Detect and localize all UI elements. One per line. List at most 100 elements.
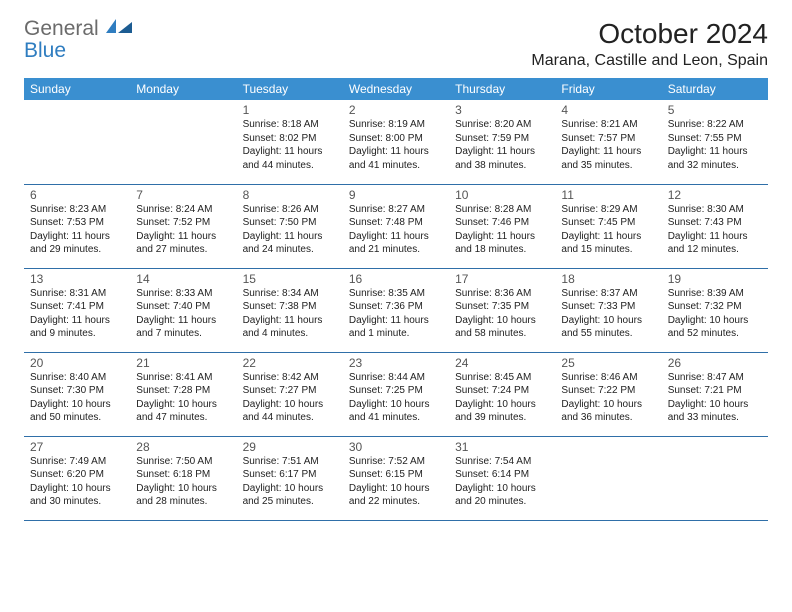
calendar-row: 20Sunrise: 8:40 AMSunset: 7:30 PMDayligh… — [24, 352, 768, 436]
day-number: 8 — [243, 188, 337, 202]
weekday-header: Tuesday — [237, 78, 343, 100]
day-details: Sunrise: 8:26 AMSunset: 7:50 PMDaylight:… — [243, 203, 337, 257]
day-details: Sunrise: 8:20 AMSunset: 7:59 PMDaylight:… — [455, 118, 549, 172]
brand-line1: General — [24, 17, 99, 40]
day-number: 29 — [243, 440, 337, 454]
day-details: Sunrise: 8:39 AMSunset: 7:32 PMDaylight:… — [668, 287, 762, 341]
day-details: Sunrise: 8:24 AMSunset: 7:52 PMDaylight:… — [136, 203, 230, 257]
day-number: 7 — [136, 188, 230, 202]
day-number: 2 — [349, 103, 443, 117]
weekday-header-row: Sunday Monday Tuesday Wednesday Thursday… — [24, 78, 768, 100]
calendar-row: 1Sunrise: 8:18 AMSunset: 8:02 PMDaylight… — [24, 100, 768, 184]
calendar-cell: 9Sunrise: 8:27 AMSunset: 7:48 PMDaylight… — [343, 184, 449, 268]
day-number: 17 — [455, 272, 549, 286]
calendar-cell: 24Sunrise: 8:45 AMSunset: 7:24 PMDayligh… — [449, 352, 555, 436]
day-number: 1 — [243, 103, 337, 117]
day-number: 4 — [561, 103, 655, 117]
day-number: 31 — [455, 440, 549, 454]
day-number: 18 — [561, 272, 655, 286]
calendar-cell: 14Sunrise: 8:33 AMSunset: 7:40 PMDayligh… — [130, 268, 236, 352]
day-number: 13 — [30, 272, 124, 286]
calendar-cell: 28Sunrise: 7:50 AMSunset: 6:18 PMDayligh… — [130, 436, 236, 520]
day-number: 16 — [349, 272, 443, 286]
calendar-cell: 15Sunrise: 8:34 AMSunset: 7:38 PMDayligh… — [237, 268, 343, 352]
weekday-header: Saturday — [662, 78, 768, 100]
day-details: Sunrise: 8:46 AMSunset: 7:22 PMDaylight:… — [561, 371, 655, 425]
day-details: Sunrise: 8:42 AMSunset: 7:27 PMDaylight:… — [243, 371, 337, 425]
weekday-header: Wednesday — [343, 78, 449, 100]
day-number: 3 — [455, 103, 549, 117]
day-details: Sunrise: 8:45 AMSunset: 7:24 PMDaylight:… — [455, 371, 549, 425]
day-details: Sunrise: 8:36 AMSunset: 7:35 PMDaylight:… — [455, 287, 549, 341]
weekday-header: Sunday — [24, 78, 130, 100]
calendar-cell: 17Sunrise: 8:36 AMSunset: 7:35 PMDayligh… — [449, 268, 555, 352]
day-details: Sunrise: 8:28 AMSunset: 7:46 PMDaylight:… — [455, 203, 549, 257]
calendar-cell: 4Sunrise: 8:21 AMSunset: 7:57 PMDaylight… — [555, 100, 661, 184]
brand-line2: Blue — [24, 40, 133, 61]
day-number: 9 — [349, 188, 443, 202]
day-details: Sunrise: 8:47 AMSunset: 7:21 PMDaylight:… — [668, 371, 762, 425]
day-details: Sunrise: 8:31 AMSunset: 7:41 PMDaylight:… — [30, 287, 124, 341]
day-details: Sunrise: 8:19 AMSunset: 8:00 PMDaylight:… — [349, 118, 443, 172]
title-block: October 2024 Marana, Castille and Leon, … — [531, 18, 768, 70]
calendar-cell: 21Sunrise: 8:41 AMSunset: 7:28 PMDayligh… — [130, 352, 236, 436]
day-details: Sunrise: 8:29 AMSunset: 7:45 PMDaylight:… — [561, 203, 655, 257]
header: General Blue October 2024 Marana, Castil… — [24, 18, 768, 70]
day-number: 24 — [455, 356, 549, 370]
day-details: Sunrise: 7:52 AMSunset: 6:15 PMDaylight:… — [349, 455, 443, 509]
day-details: Sunrise: 8:34 AMSunset: 7:38 PMDaylight:… — [243, 287, 337, 341]
calendar-cell: 22Sunrise: 8:42 AMSunset: 7:27 PMDayligh… — [237, 352, 343, 436]
calendar-cell: 27Sunrise: 7:49 AMSunset: 6:20 PMDayligh… — [24, 436, 130, 520]
calendar-cell: 25Sunrise: 8:46 AMSunset: 7:22 PMDayligh… — [555, 352, 661, 436]
day-number: 15 — [243, 272, 337, 286]
calendar-cell: 23Sunrise: 8:44 AMSunset: 7:25 PMDayligh… — [343, 352, 449, 436]
day-number: 12 — [668, 188, 762, 202]
calendar-cell — [24, 100, 130, 184]
day-details: Sunrise: 8:30 AMSunset: 7:43 PMDaylight:… — [668, 203, 762, 257]
day-details: Sunrise: 8:21 AMSunset: 7:57 PMDaylight:… — [561, 118, 655, 172]
day-details: Sunrise: 8:44 AMSunset: 7:25 PMDaylight:… — [349, 371, 443, 425]
month-title: October 2024 — [531, 18, 768, 50]
calendar-cell: 11Sunrise: 8:29 AMSunset: 7:45 PMDayligh… — [555, 184, 661, 268]
day-details: Sunrise: 7:54 AMSunset: 6:14 PMDaylight:… — [455, 455, 549, 509]
day-details: Sunrise: 8:22 AMSunset: 7:55 PMDaylight:… — [668, 118, 762, 172]
calendar-cell — [555, 436, 661, 520]
day-number: 19 — [668, 272, 762, 286]
day-details: Sunrise: 7:49 AMSunset: 6:20 PMDaylight:… — [30, 455, 124, 509]
day-details: Sunrise: 8:37 AMSunset: 7:33 PMDaylight:… — [561, 287, 655, 341]
calendar-row: 27Sunrise: 7:49 AMSunset: 6:20 PMDayligh… — [24, 436, 768, 520]
calendar-cell: 12Sunrise: 8:30 AMSunset: 7:43 PMDayligh… — [662, 184, 768, 268]
day-number: 28 — [136, 440, 230, 454]
weekday-header: Thursday — [449, 78, 555, 100]
calendar-cell: 26Sunrise: 8:47 AMSunset: 7:21 PMDayligh… — [662, 352, 768, 436]
calendar-cell: 7Sunrise: 8:24 AMSunset: 7:52 PMDaylight… — [130, 184, 236, 268]
calendar-cell: 19Sunrise: 8:39 AMSunset: 7:32 PMDayligh… — [662, 268, 768, 352]
day-number: 6 — [30, 188, 124, 202]
day-number: 14 — [136, 272, 230, 286]
calendar-cell: 8Sunrise: 8:26 AMSunset: 7:50 PMDaylight… — [237, 184, 343, 268]
day-details: Sunrise: 8:23 AMSunset: 7:53 PMDaylight:… — [30, 203, 124, 257]
calendar-cell: 5Sunrise: 8:22 AMSunset: 7:55 PMDaylight… — [662, 100, 768, 184]
calendar-cell: 30Sunrise: 7:52 AMSunset: 6:15 PMDayligh… — [343, 436, 449, 520]
calendar-cell: 2Sunrise: 8:19 AMSunset: 8:00 PMDaylight… — [343, 100, 449, 184]
day-details: Sunrise: 8:41 AMSunset: 7:28 PMDaylight:… — [136, 371, 230, 425]
calendar-cell — [130, 100, 236, 184]
day-details: Sunrise: 8:27 AMSunset: 7:48 PMDaylight:… — [349, 203, 443, 257]
calendar-cell: 13Sunrise: 8:31 AMSunset: 7:41 PMDayligh… — [24, 268, 130, 352]
weekday-header: Monday — [130, 78, 236, 100]
location: Marana, Castille and Leon, Spain — [531, 52, 768, 70]
calendar-cell: 1Sunrise: 8:18 AMSunset: 8:02 PMDaylight… — [237, 100, 343, 184]
sail-icon — [105, 18, 133, 34]
day-number: 21 — [136, 356, 230, 370]
day-number: 25 — [561, 356, 655, 370]
day-number: 11 — [561, 188, 655, 202]
day-details: Sunrise: 8:33 AMSunset: 7:40 PMDaylight:… — [136, 287, 230, 341]
calendar-cell: 31Sunrise: 7:54 AMSunset: 6:14 PMDayligh… — [449, 436, 555, 520]
calendar-cell: 20Sunrise: 8:40 AMSunset: 7:30 PMDayligh… — [24, 352, 130, 436]
day-details: Sunrise: 8:18 AMSunset: 8:02 PMDaylight:… — [243, 118, 337, 172]
day-number: 10 — [455, 188, 549, 202]
calendar-table: Sunday Monday Tuesday Wednesday Thursday… — [24, 78, 768, 521]
day-details: Sunrise: 8:40 AMSunset: 7:30 PMDaylight:… — [30, 371, 124, 425]
day-number: 30 — [349, 440, 443, 454]
day-number: 20 — [30, 356, 124, 370]
